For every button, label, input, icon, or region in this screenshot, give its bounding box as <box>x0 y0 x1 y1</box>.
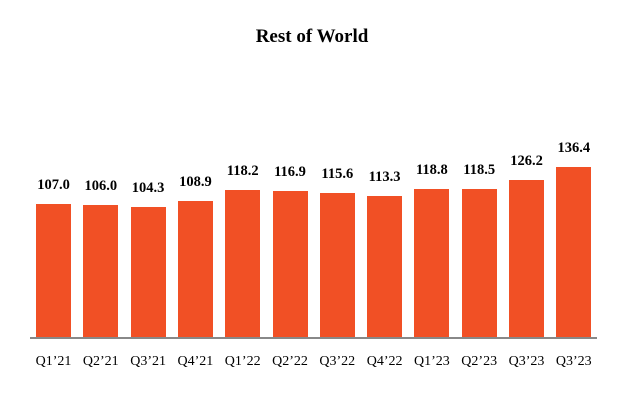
x-axis-tick-label: Q2’22 <box>272 354 308 369</box>
bar-value-label: 118.5 <box>463 162 496 179</box>
x-axis-tick-label: Q3’21 <box>130 354 166 369</box>
bar-value-label: 106.0 <box>84 178 118 195</box>
bar-value-label: 108.9 <box>179 174 212 191</box>
bar-value-label: 104.3 <box>131 180 165 197</box>
x-axis-tick-label: Q4’21 <box>177 354 214 369</box>
bar-value-label: 115.6 <box>321 166 354 183</box>
x-axis-tick-label: Q2’23 <box>461 354 498 369</box>
bar <box>367 195 403 337</box>
x-axis-tick-label: Q4’22 <box>366 354 403 369</box>
x-axis-tick-label: Q3’23 <box>555 354 592 369</box>
bar <box>36 203 71 337</box>
bar <box>556 167 592 337</box>
bar <box>177 201 213 337</box>
x-axis-tick-label: Q1’23 <box>414 354 450 369</box>
chart-title: Rest of World <box>255 26 369 47</box>
bar <box>272 191 308 337</box>
x-axis-line <box>30 337 597 339</box>
bar <box>319 193 355 337</box>
bar-value-label: 118.2 <box>226 162 259 179</box>
bar <box>461 189 497 337</box>
bar-value-label: 118.8 <box>415 162 448 179</box>
bar <box>414 189 450 337</box>
bar-value-label: 126.2 <box>510 152 543 169</box>
x-axis-tick-label: Q3’23 <box>508 354 545 369</box>
bar-value-label: 116.9 <box>274 164 306 181</box>
bar-value-label: 136.4 <box>557 140 591 157</box>
x-axis-tick-label: Q2’21 <box>82 354 119 369</box>
x-axis-tick-label: Q1’21 <box>35 354 72 369</box>
bar-value-label: 107.0 <box>37 176 70 193</box>
x-axis-tick-label: Q1’22 <box>224 354 261 369</box>
bar <box>509 179 544 337</box>
bar <box>130 207 166 337</box>
x-axis-tick-label: Q3’22 <box>319 354 356 369</box>
bar <box>83 205 119 337</box>
bar <box>225 189 261 337</box>
bar-value-label: 113.3 <box>368 168 401 185</box>
